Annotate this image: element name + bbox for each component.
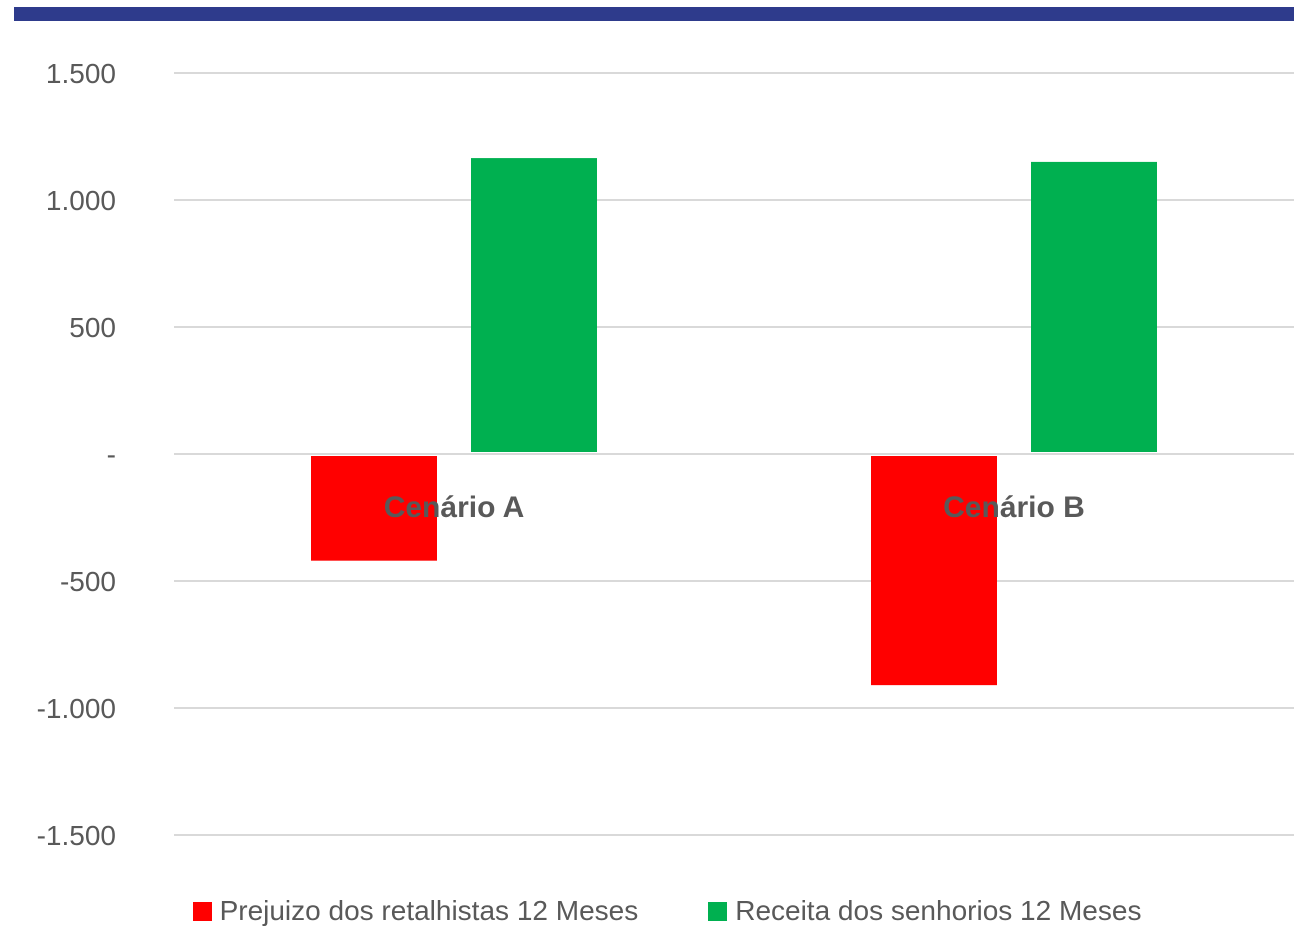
y-tick-label: 500 xyxy=(69,312,116,343)
bars xyxy=(311,158,1157,686)
legend-swatch-prejuizo xyxy=(192,901,212,921)
bar-receita-1 xyxy=(471,158,597,452)
y-tick-label: -1.500 xyxy=(37,820,116,851)
y-tick-label: -500 xyxy=(60,566,116,597)
category-labels: Cenário A Cenário B xyxy=(384,491,1085,524)
top-band xyxy=(14,7,1294,21)
y-tick-label: 1.500 xyxy=(46,58,116,89)
legend-label-prejuizo: Prejuizo dos retalhistas 12 Meses xyxy=(219,895,639,926)
y-tick-label: 1.000 xyxy=(46,185,116,216)
bar-receita-2 xyxy=(1031,161,1157,452)
bar-prejuizo-1 xyxy=(311,456,437,561)
legend-swatch-receita xyxy=(708,901,728,921)
bar-prejuizo-2 xyxy=(871,456,997,686)
legend-item-prejuizo: Prejuizo dos retalhistas 12 Meses xyxy=(192,895,639,927)
category-label: Cenário B xyxy=(943,491,1085,524)
legend-item-receita: Receita dos senhorios 12 Meses xyxy=(708,895,1141,927)
legend: Prejuizo dos retalhistas 12 Meses Receit… xyxy=(0,893,1294,929)
category-label: Cenário A xyxy=(384,491,525,524)
y-axis-tick-labels: 1.500 1.000 500 - -500 -1.000 -1.500 xyxy=(37,58,116,851)
y-tick-label: - xyxy=(107,439,116,470)
legend-label-receita: Receita dos senhorios 12 Meses xyxy=(735,895,1142,926)
y-tick-label: -1.000 xyxy=(37,693,116,724)
